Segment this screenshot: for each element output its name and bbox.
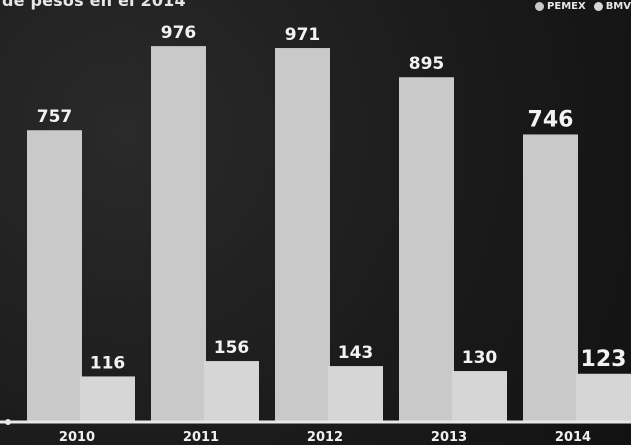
x-tick-labels-group: 2010 2011 2012 2013 2014 — [59, 430, 591, 445]
bar-bmv-2014 — [576, 373, 631, 421]
x-tick-label-2010: 2010 — [59, 430, 95, 445]
legend-item-pemex: PEMEX — [535, 1, 586, 12]
bar-bmv-2012 — [328, 366, 383, 421]
bar-bmv-2010 — [80, 376, 135, 421]
bars-group — [27, 46, 631, 422]
value-label-pemex-2012: 971 — [285, 25, 321, 45]
legend-item-bmv: BMV — [593, 1, 631, 12]
legend-swatch-pemex — [535, 2, 545, 11]
value-label-bmv-2014: 123 — [581, 347, 627, 372]
chart-title: de pesos en el 2014 — [2, 0, 186, 10]
bar-pemex-2014 — [523, 134, 578, 421]
bar-pemex-2011 — [151, 46, 206, 422]
bar-bmv-2013 — [452, 371, 507, 421]
x-tick-label-2011: 2011 — [183, 430, 219, 445]
bar-bmv-2011 — [204, 361, 259, 421]
value-label-pemex-2013: 895 — [409, 54, 445, 74]
legend-label-bmv: BMV — [605, 1, 631, 12]
value-label-bmv-2010: 116 — [90, 353, 126, 373]
bar-pemex-2012 — [275, 48, 330, 422]
bar-pemex-2010 — [27, 130, 82, 421]
value-label-pemex-2014: 746 — [528, 107, 574, 132]
value-label-pemex-2010: 757 — [37, 107, 73, 127]
legend-swatch-bmv — [593, 2, 603, 11]
x-tick-label-2014: 2014 — [555, 430, 591, 445]
x-tick-label-2012: 2012 — [307, 430, 343, 445]
legend: PEMEX BMV — [535, 1, 631, 12]
legend-label-pemex: PEMEX — [547, 1, 586, 12]
x-tick-label-2013: 2013 — [431, 430, 467, 445]
value-label-bmv-2011: 156 — [214, 338, 250, 358]
value-label-pemex-2011: 976 — [161, 23, 197, 43]
value-label-bmv-2013: 130 — [462, 348, 498, 368]
axis-origin-dot — [5, 419, 11, 425]
value-labels-group: 757 116 976 156 971 143 895 130 746 123 — [37, 23, 627, 373]
value-label-bmv-2012: 143 — [338, 343, 374, 363]
bar-pemex-2013 — [399, 77, 454, 421]
